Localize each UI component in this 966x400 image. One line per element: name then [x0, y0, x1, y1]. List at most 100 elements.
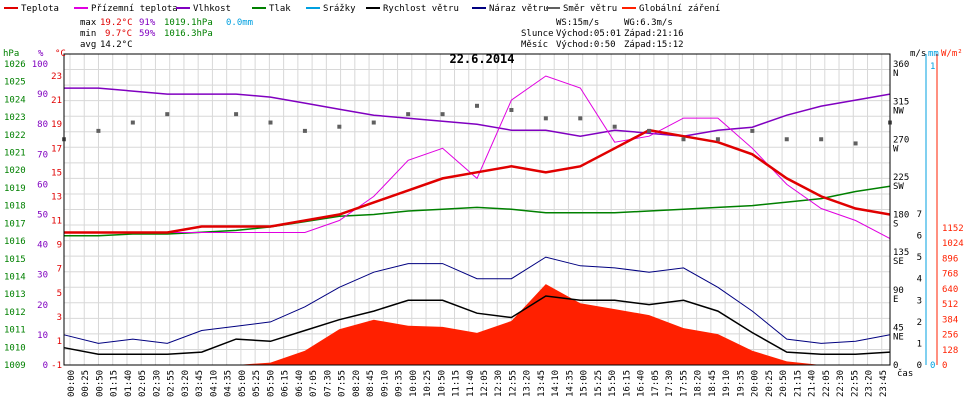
unit-degc: °C — [55, 49, 66, 59]
time-tick-label: 01:15 — [110, 370, 120, 397]
radiation-tick-label: 896 — [942, 254, 958, 264]
direction-tick-label: 45 — [893, 323, 904, 333]
wind-direction-point — [440, 112, 445, 117]
pressure-tick-label: 1013 — [4, 290, 26, 300]
humidity-tick-label: 80 — [37, 120, 48, 130]
stat-avg-label: avg — [80, 40, 96, 50]
direction-tick-dir: SW — [893, 182, 904, 192]
unit-mm: mm — [928, 49, 939, 59]
time-tick-label: 11:40 — [466, 370, 476, 397]
time-tick-label: 06:40 — [295, 370, 305, 397]
pressure-tick-label: 1016 — [4, 237, 26, 247]
direction-tick-dir: N — [893, 69, 898, 79]
pressure-tick-label: 1010 — [4, 343, 26, 353]
humidity-tick-label: 60 — [37, 180, 48, 190]
stat-rain: 0.0mm — [226, 18, 253, 28]
time-tick-label: 16:40 — [637, 370, 647, 397]
wind-direction-point — [268, 120, 273, 125]
humidity-tick-label: 40 — [37, 241, 48, 251]
time-tick-label: 12:30 — [494, 370, 504, 397]
series-lines — [63, 75, 891, 366]
direction-tick-dir: W — [893, 144, 899, 154]
direction-tick-label: 90 — [893, 286, 904, 296]
time-tick-label: 18:45 — [708, 370, 718, 397]
legend-label: Srážky — [323, 4, 356, 14]
wind-direction-point — [784, 137, 789, 142]
time-tick-label: 23:20 — [865, 370, 875, 397]
time-tick-label: 05:00 — [238, 370, 248, 397]
time-tick-label: 12:05 — [480, 370, 490, 397]
ground-temp-line — [64, 75, 891, 240]
time-tick-label: 08:45 — [366, 370, 376, 397]
direction-tick-label: 225 — [893, 173, 909, 183]
stat-temp-max: 19.2°C — [100, 18, 133, 28]
time-tick-label: 22:55 — [850, 370, 860, 397]
chart-title: 22.6.2014 — [449, 52, 514, 66]
temp-tick-label: 5 — [57, 289, 62, 299]
time-tick-label: 15:25 — [594, 370, 604, 397]
legend-label: Teplota — [21, 4, 59, 14]
moonset-text: Západ:15:12 — [624, 40, 684, 50]
wind-direction-point — [612, 124, 617, 129]
time-tick-label: 17:55 — [679, 370, 689, 397]
plot-frame — [63, 53, 891, 366]
time-tick-label: 14:35 — [565, 370, 575, 397]
time-tick-label: 19:10 — [722, 370, 732, 397]
wind-tick-label: 3 — [917, 296, 922, 306]
moonrise-text: Východ:0:50 — [556, 40, 616, 50]
legend-label: Směr větru — [563, 4, 617, 14]
time-tick-label: 22:30 — [836, 370, 846, 397]
wind-direction-point — [715, 137, 720, 142]
direction-tick-label: 0 — [893, 361, 898, 371]
pressure-tick-label: 1017 — [4, 219, 26, 229]
direction-tick-label: 360 — [893, 60, 909, 70]
unit-wm2: W/m² — [941, 49, 963, 59]
temp-tick-label: -1 — [51, 361, 62, 371]
legend-label: Globální záření — [639, 4, 720, 14]
direction-tick-dir: S — [893, 220, 898, 230]
temp-tick-label: 11 — [51, 217, 62, 227]
direction-tick-dir: E — [893, 295, 898, 305]
temp-tick-label: 21 — [51, 96, 62, 106]
time-tick-label: 20:00 — [751, 370, 761, 397]
time-tick-label: 05:25 — [252, 370, 262, 397]
time-tick-label: 04:10 — [209, 370, 219, 397]
time-tick-label: 05:50 — [266, 370, 276, 397]
wind-direction-point — [578, 116, 583, 121]
legend-label: Náraz větru — [489, 4, 549, 14]
pressure-tick-label: 1021 — [4, 149, 26, 159]
unit-ms: m/s — [910, 49, 926, 59]
direction-tick-label: 315 — [893, 98, 909, 108]
radiation-tick-label: 1024 — [942, 239, 964, 249]
wind-tick-label: 6 — [917, 232, 922, 242]
time-tick-label: 10:00 — [409, 370, 419, 397]
humidity-tick-label: 0 — [43, 361, 48, 371]
temp-tick-label: 9 — [57, 241, 62, 251]
humidity-tick-label: 70 — [37, 150, 48, 160]
time-tick-label: 12:55 — [508, 370, 518, 397]
pressure-tick-label: 1012 — [4, 308, 26, 318]
wind-tick-label: 4 — [917, 275, 922, 285]
wind-gust-line — [63, 256, 891, 344]
time-tick-label: 01:40 — [124, 370, 134, 397]
stat-press-min: 1016.3hPa — [164, 29, 213, 39]
radiation-tick-label: 640 — [942, 285, 958, 295]
stat-hum-max: 91% — [139, 18, 156, 28]
pressure-tick-label: 1022 — [4, 131, 26, 141]
unit-hpa: hPa — [3, 49, 19, 59]
radiation-area — [64, 284, 890, 365]
time-tick-label: 10:50 — [437, 370, 447, 397]
time-tick-label: 13:20 — [523, 370, 533, 397]
stat-press-max: 1019.1hPa — [164, 18, 213, 28]
pressure-tick-label: 1024 — [4, 95, 26, 105]
stat-max-label: max — [80, 18, 97, 28]
wind-direction-point — [302, 128, 307, 133]
wind-tick-label: 5 — [917, 253, 922, 263]
wind-direction-point — [853, 141, 858, 146]
time-tick-label: 13:45 — [537, 370, 547, 397]
wind-direction-point — [406, 112, 411, 117]
temp-tick-label: 13 — [51, 192, 62, 202]
wind-direction-point — [750, 128, 755, 133]
pressure-tick-label: 1011 — [4, 326, 26, 336]
radiation-tick-label: 128 — [942, 346, 958, 356]
